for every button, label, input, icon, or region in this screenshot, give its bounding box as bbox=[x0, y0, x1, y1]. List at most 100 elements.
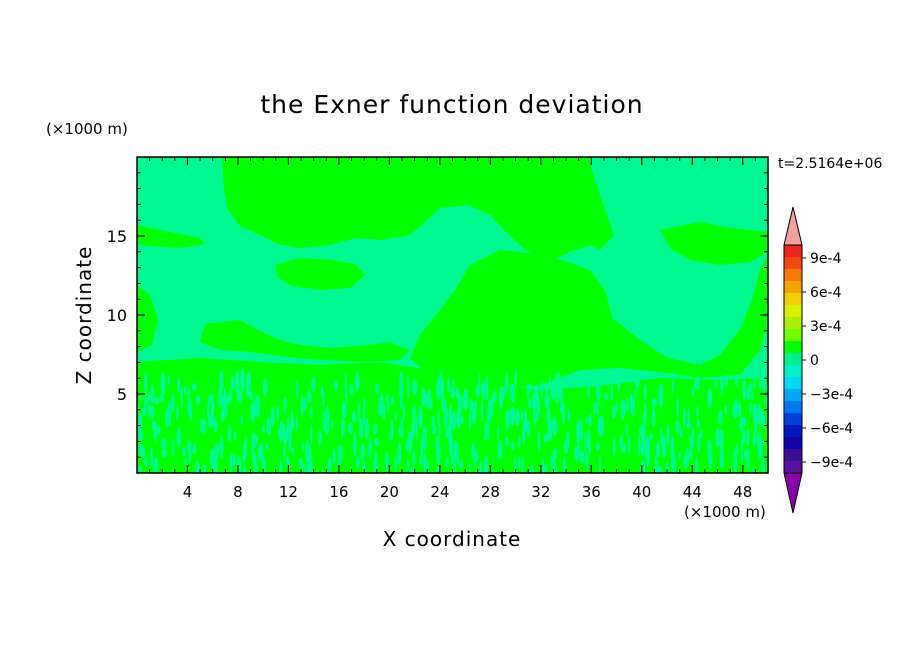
field-streak bbox=[587, 376, 590, 399]
field-streak bbox=[394, 456, 397, 473]
colorbar-band bbox=[784, 449, 802, 462]
field-streak bbox=[146, 391, 151, 404]
field-streak bbox=[520, 410, 524, 421]
field-streak bbox=[651, 407, 656, 428]
field-streak bbox=[368, 438, 372, 459]
field-streak bbox=[172, 393, 175, 405]
field-streak bbox=[229, 457, 232, 473]
field-streak bbox=[509, 383, 513, 402]
field-streak bbox=[762, 374, 767, 392]
colorbar-band bbox=[784, 365, 802, 378]
field-streak bbox=[553, 420, 558, 433]
field-streak bbox=[640, 423, 646, 446]
field-streak bbox=[626, 397, 629, 412]
field-streak bbox=[599, 414, 605, 437]
field-streak bbox=[177, 377, 181, 394]
field-streak bbox=[357, 401, 360, 424]
field-streak bbox=[497, 425, 500, 440]
field-streak bbox=[201, 464, 207, 473]
field-streak bbox=[754, 422, 758, 434]
field-streak bbox=[469, 460, 472, 473]
x-tick-label: 12 bbox=[279, 483, 298, 501]
field-streak bbox=[250, 402, 256, 424]
field-streak bbox=[385, 451, 390, 471]
field-streak bbox=[518, 434, 521, 449]
field-streak bbox=[351, 409, 356, 424]
field-streak bbox=[612, 437, 617, 457]
field-streak bbox=[154, 396, 160, 405]
field-streak bbox=[290, 409, 294, 428]
field-streak bbox=[177, 426, 180, 449]
field-streak bbox=[421, 387, 426, 407]
field-streak bbox=[270, 406, 275, 427]
x-tick-label: 28 bbox=[481, 483, 500, 501]
field-streak bbox=[720, 378, 725, 392]
field-streak bbox=[211, 397, 215, 421]
field-streak bbox=[344, 372, 347, 393]
field-streak bbox=[437, 443, 441, 462]
field-streak bbox=[431, 415, 435, 427]
field-streak bbox=[406, 460, 410, 472]
field-streak bbox=[584, 431, 587, 454]
field-streak bbox=[354, 374, 360, 390]
field-streak bbox=[195, 394, 201, 405]
field-streak bbox=[548, 375, 551, 387]
field-streak bbox=[544, 393, 550, 409]
field-streak bbox=[454, 444, 458, 458]
field-streak bbox=[707, 388, 713, 409]
field-streak bbox=[150, 447, 154, 468]
colorbar-label: −9e-4 bbox=[810, 455, 853, 471]
field-streak bbox=[589, 412, 592, 427]
field-streak bbox=[151, 419, 157, 431]
field-streak bbox=[399, 395, 403, 410]
field-streak bbox=[585, 451, 589, 471]
colorbar-label: −3e-4 bbox=[810, 387, 853, 403]
x-tick-label: 20 bbox=[380, 483, 399, 501]
field-streak bbox=[724, 404, 728, 415]
field-streak bbox=[311, 376, 316, 393]
field-streak bbox=[412, 421, 415, 438]
field-streak bbox=[459, 415, 464, 425]
field-streak bbox=[432, 425, 437, 435]
field-streak bbox=[484, 455, 489, 473]
field-streak bbox=[345, 389, 348, 406]
x-tick-label: 40 bbox=[632, 483, 651, 501]
field-streak bbox=[420, 437, 424, 461]
x-axis-label: X coordinate bbox=[383, 527, 522, 551]
field-streak bbox=[159, 393, 164, 403]
field-streak bbox=[142, 448, 146, 459]
field-streak bbox=[341, 402, 347, 419]
field-streak bbox=[400, 417, 404, 427]
colorbar-under-arrow bbox=[783, 472, 803, 514]
field-streak bbox=[554, 386, 559, 404]
field-streak bbox=[457, 397, 461, 408]
field-streak bbox=[565, 430, 570, 450]
field-streak bbox=[192, 443, 197, 455]
field-streak bbox=[452, 378, 455, 394]
field-streak bbox=[610, 383, 614, 401]
field-streak bbox=[652, 397, 657, 408]
colorbar-band bbox=[784, 281, 802, 294]
field-streak bbox=[449, 435, 453, 451]
field-streak bbox=[405, 440, 410, 450]
field-streak bbox=[529, 383, 533, 393]
field-streak bbox=[332, 447, 336, 465]
field-streak bbox=[682, 408, 687, 429]
field-streak bbox=[661, 434, 666, 454]
field-streak bbox=[156, 425, 161, 435]
field-streak bbox=[265, 441, 269, 451]
field-streak bbox=[161, 437, 167, 450]
field-streak bbox=[167, 375, 171, 386]
field-streak bbox=[199, 417, 205, 427]
field-streak bbox=[696, 418, 700, 428]
colorbar-label: 0 bbox=[810, 353, 819, 369]
field-streak bbox=[537, 430, 541, 452]
field-streak bbox=[341, 416, 344, 440]
field-streak bbox=[658, 383, 664, 408]
field-streak bbox=[579, 451, 585, 464]
field-streak bbox=[374, 449, 378, 462]
field-streak bbox=[645, 446, 650, 467]
field-streak bbox=[708, 452, 713, 469]
field-streak bbox=[676, 395, 679, 418]
field-streak bbox=[724, 373, 729, 387]
